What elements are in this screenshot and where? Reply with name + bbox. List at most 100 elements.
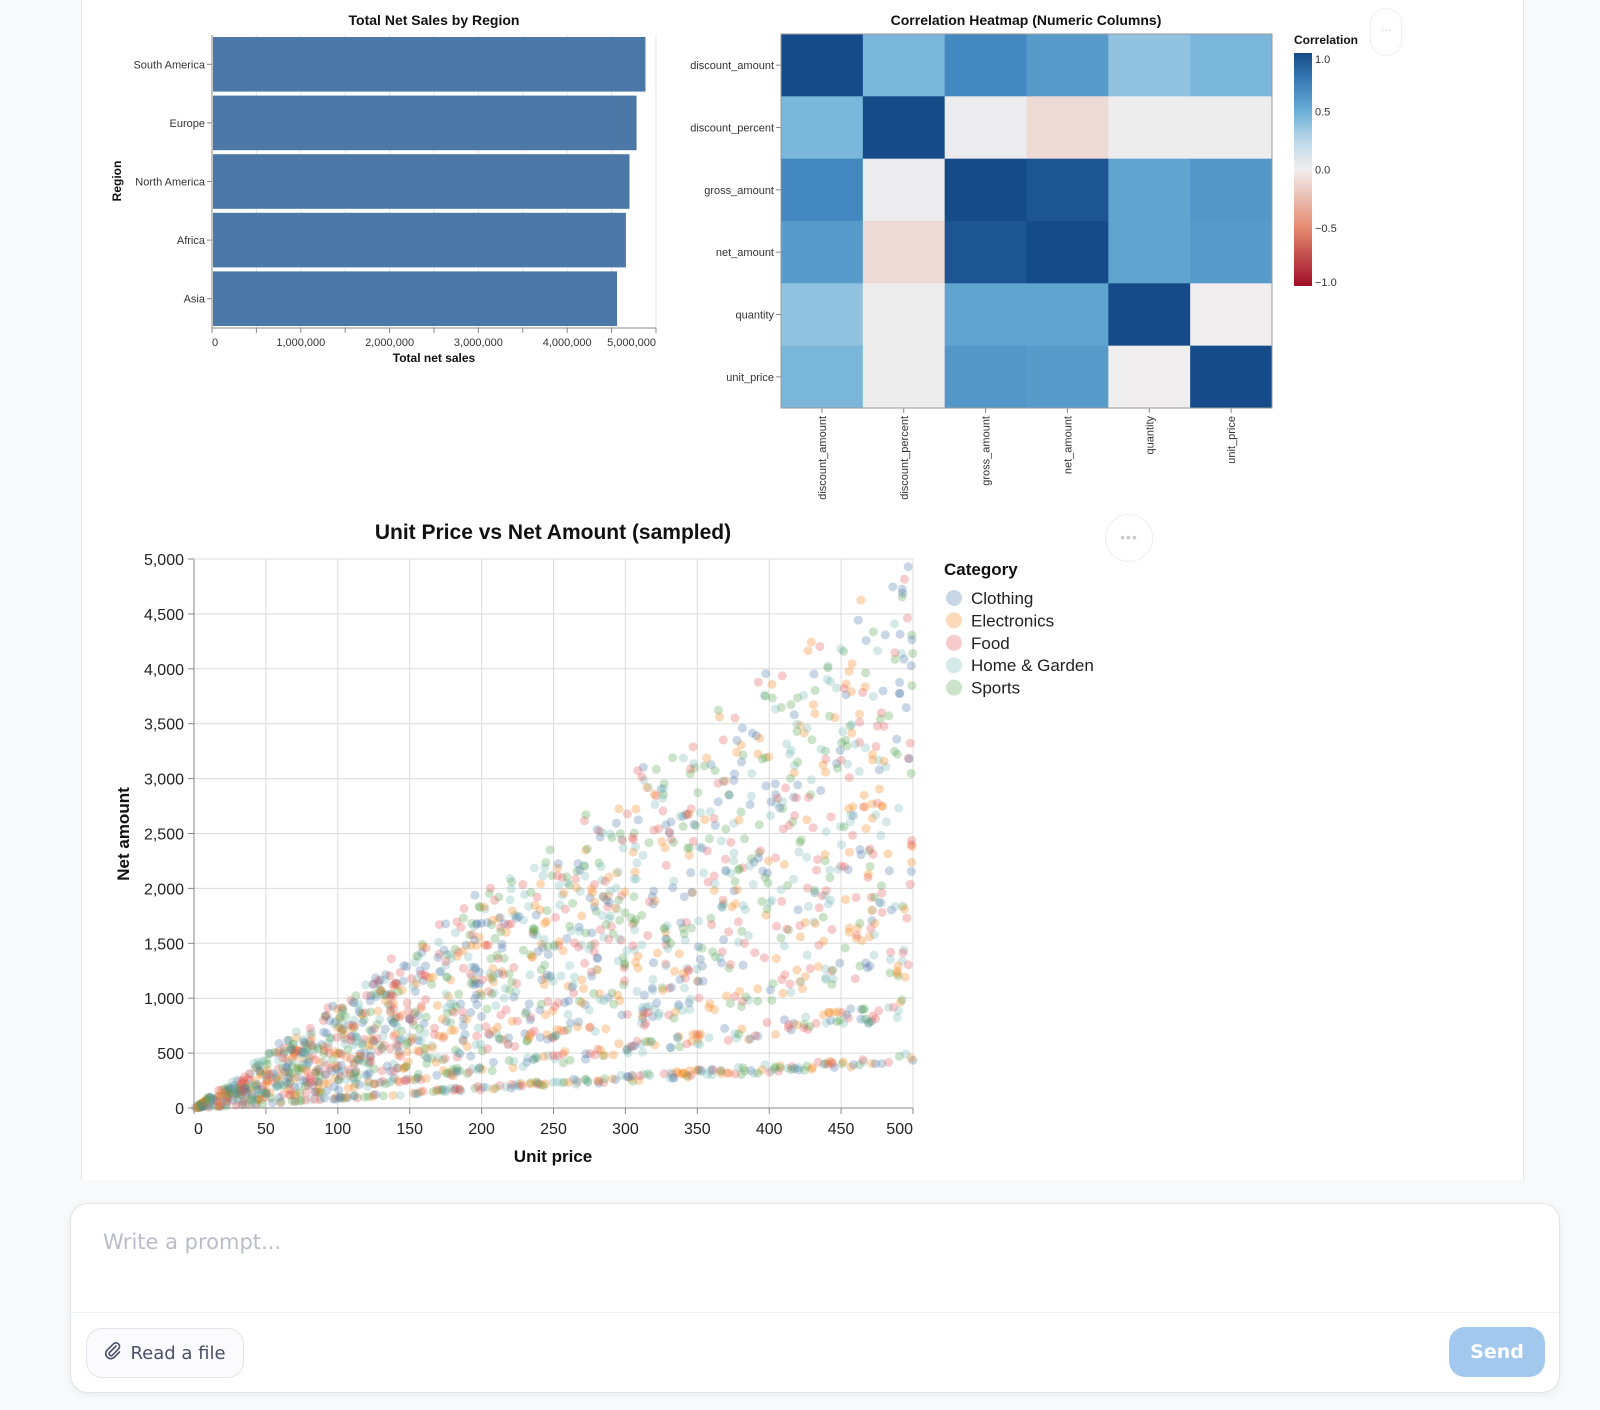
prompt-input[interactable] — [101, 1228, 1525, 1302]
scatter-point — [854, 1060, 864, 1070]
scatter-point — [565, 921, 575, 931]
scatter-point — [352, 1054, 362, 1064]
scatter-point — [622, 946, 632, 956]
scatter-point — [350, 1079, 360, 1089]
scatter-point — [901, 703, 911, 713]
heatmap-title: Correlation Heatmap (Numeric Columns) — [891, 12, 1162, 28]
scatter-point — [410, 1007, 420, 1017]
scatter-point — [678, 1069, 688, 1079]
scatter-point — [221, 1091, 231, 1101]
scatter-point — [251, 1099, 261, 1109]
scatter-point — [528, 1055, 538, 1065]
scatter-point — [447, 1067, 457, 1077]
scatter-point — [376, 986, 386, 996]
scatter-point — [273, 1081, 283, 1091]
scatter-point — [470, 890, 480, 900]
scatter-point — [886, 905, 896, 915]
scatter-point — [231, 1083, 241, 1093]
scatter-point — [809, 669, 819, 679]
heatmap-more-actions-button[interactable]: ··· — [1370, 8, 1402, 56]
scatter-point — [490, 933, 500, 943]
scatter-point — [418, 976, 428, 986]
scatter-point — [507, 906, 517, 916]
scatter-point — [858, 1005, 868, 1015]
scatter-point — [385, 1006, 395, 1016]
scatter-point — [421, 1012, 431, 1022]
scatter-point — [907, 857, 917, 867]
scatter-point — [474, 901, 484, 911]
scatter-point — [855, 709, 865, 719]
scatter-point — [694, 1030, 704, 1040]
scatter-point — [262, 1075, 272, 1085]
scatter-point — [338, 1006, 348, 1016]
scatter-point — [247, 1089, 257, 1099]
scatter-point — [512, 911, 522, 921]
scatter-point — [846, 687, 856, 697]
scatter-point — [783, 1063, 793, 1073]
read-file-button[interactable]: Read a file — [86, 1328, 244, 1378]
scatter-point — [580, 1075, 590, 1085]
scatter-point — [507, 877, 517, 887]
scatter-point — [697, 961, 707, 971]
scatter-point — [213, 1101, 223, 1111]
scatter-point — [746, 854, 756, 864]
scatter-point — [297, 1054, 307, 1064]
scatter-point — [787, 1062, 797, 1072]
scatter-point — [209, 1095, 219, 1105]
scatter-point — [377, 1066, 387, 1076]
scatter-point — [799, 728, 809, 738]
scatter-point — [679, 892, 689, 902]
scatter-point — [699, 761, 709, 771]
heatmap-cell — [1026, 221, 1109, 284]
scatter-point — [810, 885, 820, 895]
scatter-point — [278, 1089, 288, 1099]
scatter-point — [322, 1086, 332, 1096]
scatter-point — [550, 1031, 560, 1041]
scatter-point — [291, 1096, 301, 1106]
scatter-point — [626, 1042, 636, 1052]
scatter-point — [250, 1076, 260, 1086]
scatter-point — [314, 1084, 324, 1094]
scatter-point — [666, 834, 676, 844]
scatter-point — [215, 1093, 225, 1103]
scatter-point — [730, 876, 740, 886]
scatter-point — [381, 990, 391, 1000]
scatter-point — [199, 1102, 209, 1112]
scatter-point — [808, 823, 818, 833]
scatter-point — [867, 813, 877, 823]
scatter-point — [747, 768, 757, 778]
scatter-point — [370, 1079, 380, 1089]
scatter-point — [587, 971, 597, 981]
scatter-point — [747, 728, 757, 738]
send-button[interactable]: Send — [1449, 1327, 1545, 1377]
scatter-point — [307, 1081, 317, 1091]
scatter-point — [244, 1079, 254, 1089]
scatter-point — [727, 902, 737, 912]
scatter-point — [204, 1095, 214, 1105]
scatter-point — [402, 1074, 412, 1084]
scatter-point — [599, 892, 609, 902]
scatter-point — [907, 842, 917, 852]
scatter-point — [374, 985, 384, 995]
scatter-point — [409, 1009, 419, 1019]
scatter-point — [315, 1057, 325, 1067]
scatter-point — [683, 966, 693, 976]
scatter-point — [562, 934, 572, 944]
scatter-point — [514, 1081, 524, 1091]
scatter-point — [222, 1099, 232, 1109]
scatter-point — [743, 995, 753, 1005]
scatter-point — [260, 1092, 270, 1102]
scatter-point — [638, 1013, 648, 1023]
scatter-point — [296, 1063, 306, 1073]
scatter-more-actions-button[interactable]: ••• — [1105, 514, 1153, 562]
scatter-point — [905, 879, 915, 889]
scatter-point — [414, 1047, 424, 1057]
scatter-point — [251, 1099, 261, 1109]
heatmap-cell — [1190, 34, 1273, 97]
scatter-point — [513, 1079, 523, 1089]
scatter-point — [575, 926, 585, 936]
scatter-point — [730, 1029, 740, 1039]
scatter-point — [688, 1029, 698, 1039]
scatter-point — [639, 990, 649, 1000]
scatter-point — [451, 1002, 461, 1012]
